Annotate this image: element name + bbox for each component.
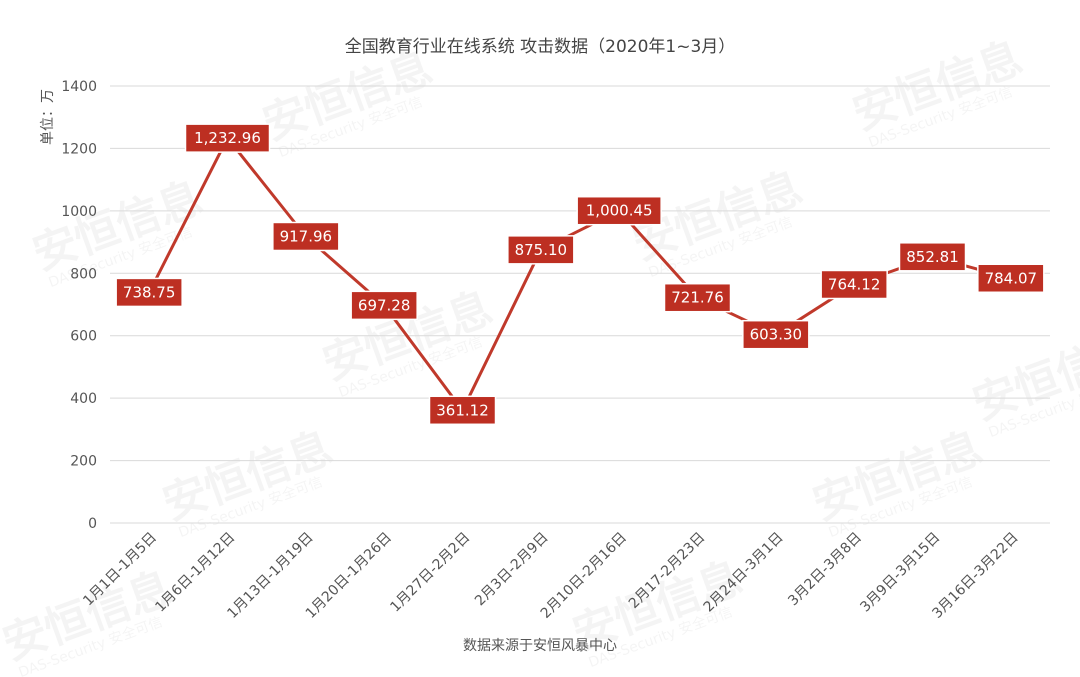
- data-label-box: [898, 242, 967, 272]
- y-tick-label: 0: [88, 516, 97, 532]
- data-label: 1,232.96: [184, 123, 271, 153]
- data-label-box: [428, 395, 497, 426]
- data-label: 784.07: [977, 263, 1045, 294]
- x-tick-label: 3月16日-3月22日: [929, 530, 1021, 622]
- data-label-text: 603.30: [750, 326, 803, 344]
- data-label: 852.81: [898, 242, 967, 272]
- x-tick-label: 1月27日-2月2日: [387, 530, 473, 616]
- y-tick-label: 1400: [61, 79, 97, 95]
- y-tick-label: 1200: [61, 141, 97, 157]
- x-tick-label: 1月13日-1月19日: [224, 530, 316, 622]
- data-label-box: [115, 277, 183, 308]
- y-tick-label: 400: [70, 391, 97, 407]
- data-label-box: [663, 282, 732, 313]
- data-label-text: 697.28: [358, 296, 411, 314]
- x-tick-label: 3月9日-3月15日: [857, 530, 943, 616]
- x-tick-label: 3月2日-3月8日: [785, 530, 865, 610]
- y-tick-label: 600: [70, 329, 97, 345]
- data-label-box: [576, 195, 662, 226]
- x-tick-label: 2月3日-2月9日: [472, 530, 552, 610]
- chart-title: 全国教育行业在线系统 攻击数据（2020年1~3月）: [345, 37, 736, 57]
- data-label-text: 721.76: [671, 289, 724, 307]
- data-label-text: 784.07: [985, 269, 1038, 287]
- x-axis-label: 数据来源于安恒风暴中心: [463, 638, 617, 654]
- data-label-box: [977, 263, 1045, 294]
- data-label-box: [820, 269, 888, 300]
- data-label-box: [272, 221, 340, 252]
- y-tick-label: 200: [70, 454, 97, 470]
- data-label-box: [350, 290, 418, 321]
- data-label-text: 1,232.96: [194, 129, 261, 147]
- y-tick-label: 1000: [61, 204, 97, 220]
- data-label-box: [184, 123, 271, 153]
- data-label: 875.10: [507, 235, 575, 265]
- data-label-text: 738.75: [123, 283, 176, 301]
- data-label: 1,000.45: [576, 195, 662, 226]
- y-axis-label: 单位：万: [40, 89, 56, 145]
- data-label-box: [507, 235, 575, 265]
- data-label-text: 361.12: [436, 401, 489, 419]
- data-label: 721.76: [663, 282, 732, 313]
- data-label-box: [742, 319, 810, 350]
- data-label-text: 852.81: [906, 248, 959, 266]
- data-label: 764.12: [820, 269, 888, 300]
- data-label: 361.12: [428, 395, 497, 426]
- y-tick-label: 800: [70, 266, 97, 282]
- data-label-text: 1,000.45: [586, 202, 653, 220]
- data-label: 697.28: [350, 290, 418, 321]
- data-labels: 738.75 1,232.96 917.96 697.28 361.12 875.10 1,…: [115, 123, 1045, 426]
- x-tick-label: 1月20日-1月26日: [303, 530, 395, 622]
- data-label: 917.96: [272, 221, 340, 252]
- data-label-text: 917.96: [280, 227, 333, 245]
- data-label: 603.30: [742, 319, 810, 350]
- data-label-text: 764.12: [828, 275, 881, 293]
- data-label-text: 875.10: [515, 241, 568, 259]
- data-label: 738.75: [115, 277, 183, 308]
- x-axis-ticks: 1月1日-1月5日1月6日-1月12日1月13日-1月19日1月20日-1月26…: [80, 530, 1021, 622]
- y-axis-ticks: 0 200 400 600 800 1000 1200 1400: [61, 79, 97, 532]
